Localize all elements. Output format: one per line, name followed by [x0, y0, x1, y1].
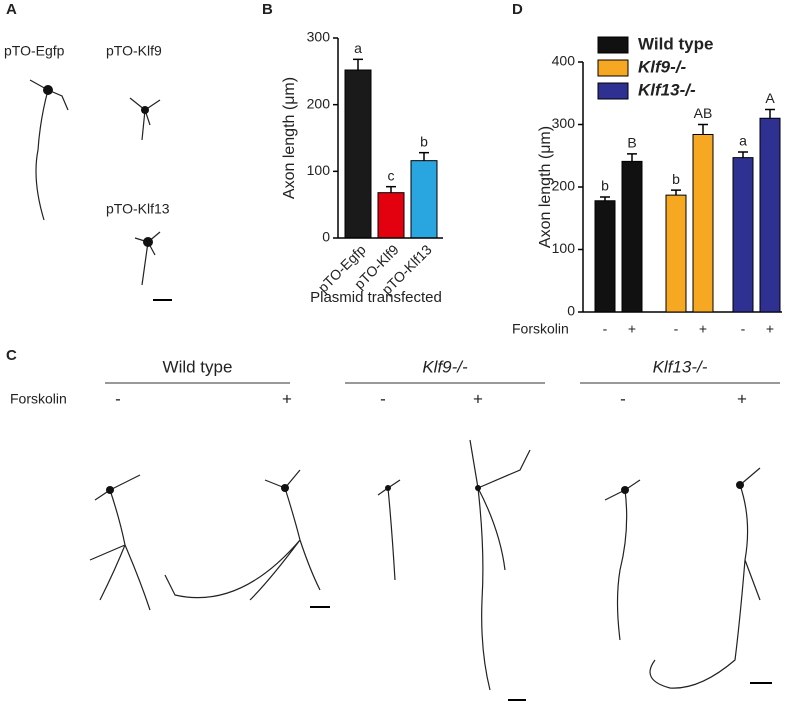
condition: - [115, 389, 121, 408]
image-label: pTO-Klf13 [106, 201, 170, 217]
legend-swatch [597, 82, 629, 100]
legend-swatch [597, 59, 629, 77]
bar [692, 134, 714, 313]
significance-letter: b [420, 133, 428, 149]
y-tick-label: 300 [552, 115, 576, 131]
image-label: pTO-Klf9 [106, 43, 162, 59]
significance-letter: a [739, 133, 747, 149]
bar [732, 157, 754, 313]
bar [344, 69, 372, 239]
legend-label: Wild type [638, 34, 713, 53]
significance-letter: b [601, 178, 609, 194]
group-title: Klf13-/- [653, 357, 708, 376]
condition: - [620, 389, 626, 408]
condition: + [473, 389, 483, 408]
panel-label: B [262, 1, 273, 18]
group-title: Wild type [163, 357, 233, 376]
y-tick-label: 100 [552, 240, 576, 256]
x-tick-label: - [603, 321, 608, 337]
y-tick-label: 0 [322, 229, 330, 245]
y-axis-label: Axon length (μm) [537, 126, 554, 248]
y-tick-label: 300 [307, 29, 331, 45]
bar [759, 117, 781, 313]
significance-letter: AB [694, 105, 713, 121]
bar [621, 160, 643, 313]
x-tick-label: - [674, 321, 679, 337]
bar [410, 160, 438, 239]
significance-letter: c [388, 167, 395, 183]
y-tick-label: 100 [307, 162, 331, 178]
image-label: pTO-Egfp [4, 43, 65, 59]
significance-letter: A [765, 90, 775, 106]
y-tick-label: 200 [552, 178, 576, 194]
x-tick-label: + [628, 321, 636, 337]
y-tick-label: 0 [567, 303, 575, 319]
bar [665, 194, 687, 313]
legend-label: Klf13-/- [638, 80, 696, 99]
legend-label: Klf9-/- [638, 57, 687, 76]
significance-letter: B [627, 135, 636, 151]
bar [377, 192, 405, 239]
significance-letter: b [672, 171, 680, 187]
micrograph [89, 439, 772, 701]
category-axis-label: Forskolin [512, 321, 569, 337]
y-axis-label: Axon length (μm) [281, 77, 298, 199]
y-tick-label: 400 [552, 53, 576, 69]
row-label: Forskolin [10, 391, 67, 407]
x-tick-label: - [741, 321, 746, 337]
micrograph [29, 79, 172, 301]
bar [594, 200, 616, 313]
legend-swatch [597, 36, 629, 54]
x-tick-label: + [766, 321, 774, 337]
significance-letter: a [354, 40, 362, 56]
y-tick-label: 200 [307, 95, 331, 111]
condition: + [737, 389, 747, 408]
x-axis-label: Plasmid transfected [310, 289, 442, 306]
group-title: Klf9-/- [422, 357, 468, 376]
x-tick-label: + [699, 321, 707, 337]
panel-label: A [6, 1, 17, 18]
condition: + [282, 389, 292, 408]
condition: - [380, 389, 386, 408]
panel-label: C [6, 347, 17, 364]
panel-label: D [512, 1, 523, 18]
